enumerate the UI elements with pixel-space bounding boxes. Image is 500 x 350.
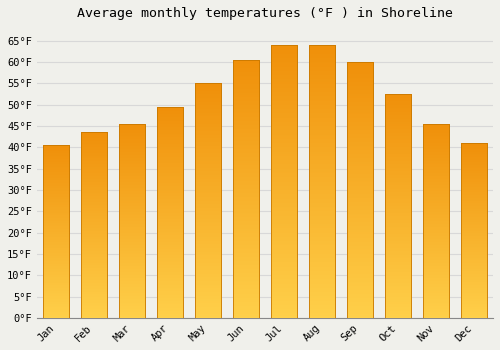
Bar <box>194 83 221 318</box>
Bar <box>80 132 107 318</box>
Bar <box>384 94 411 318</box>
Bar <box>118 124 145 318</box>
Title: Average monthly temperatures (°F ) in Shoreline: Average monthly temperatures (°F ) in Sh… <box>77 7 453 20</box>
Bar <box>232 60 259 318</box>
Bar <box>308 45 336 318</box>
Bar <box>270 45 297 318</box>
Bar <box>156 107 183 318</box>
Bar <box>422 124 450 318</box>
Bar <box>460 143 487 318</box>
Bar <box>346 62 374 318</box>
Bar <box>42 145 69 318</box>
